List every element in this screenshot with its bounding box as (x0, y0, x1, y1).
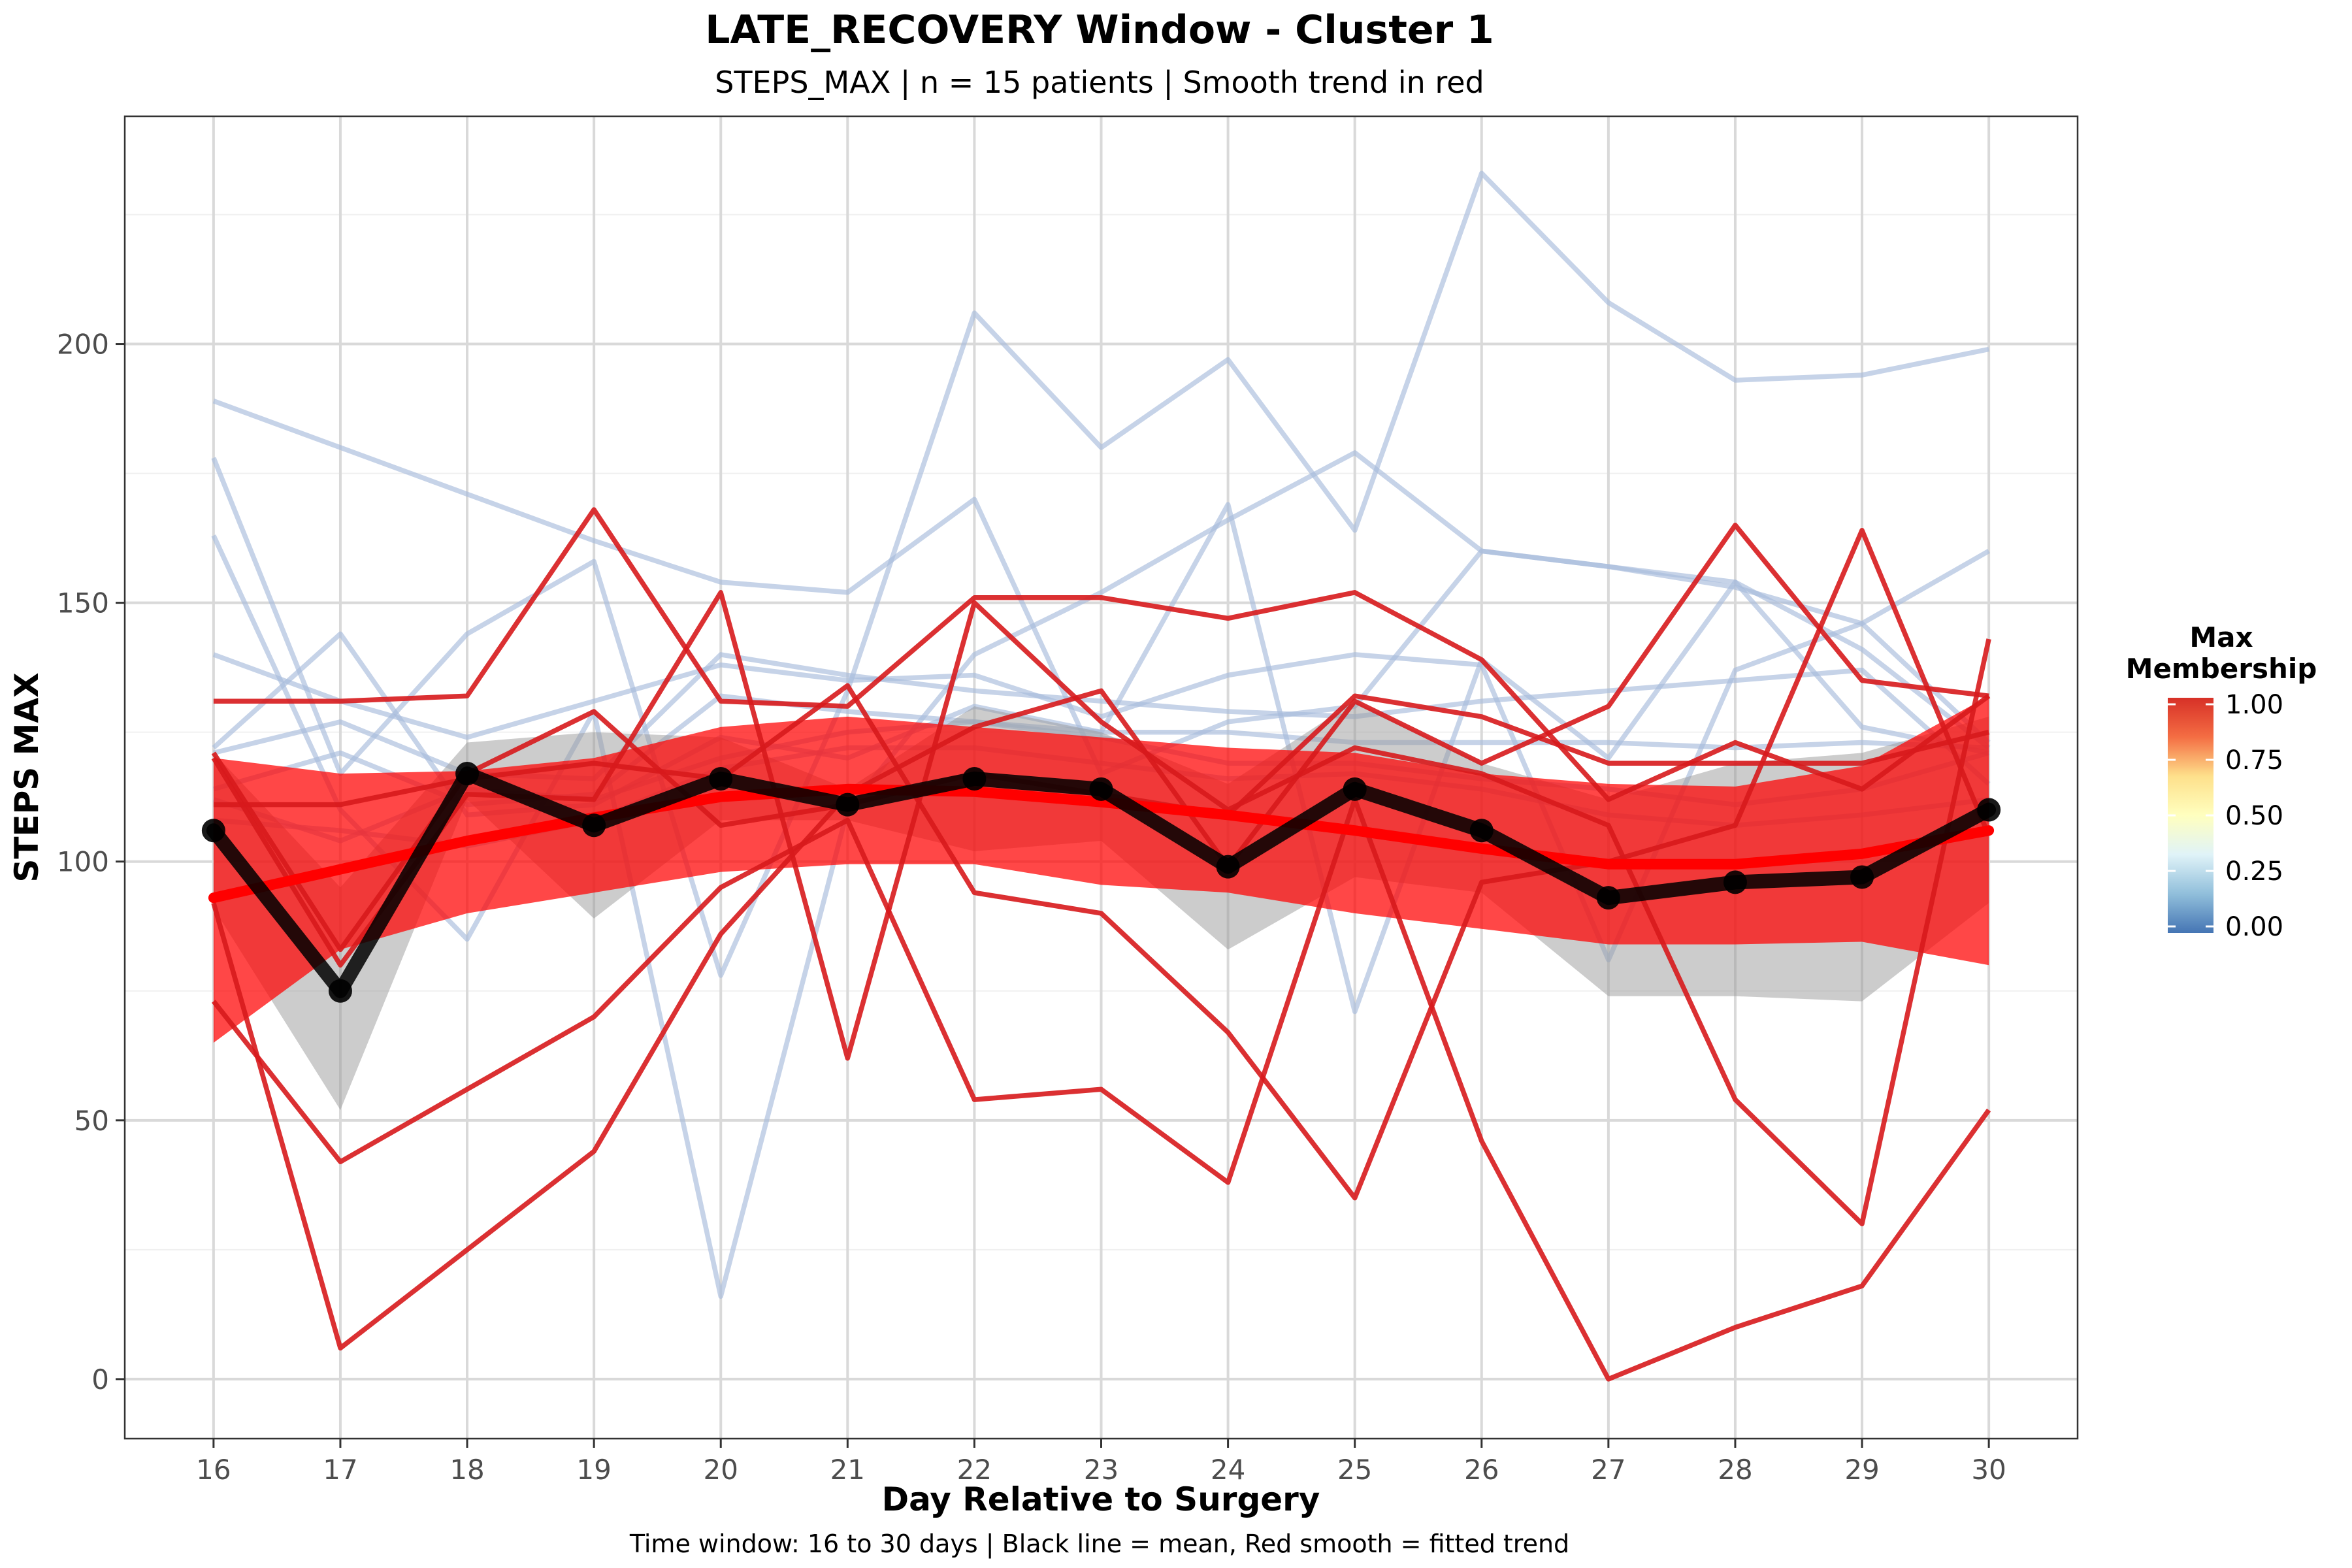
legend-ticks: 1.00 0.75 0.50 0.25 0.00 (2168, 690, 2283, 942)
legend-tick-label: 0.25 (2225, 857, 2283, 887)
chart-title: LATE_RECOVERY Window - Cluster 1 (705, 7, 1494, 53)
y-tick-label: 150 (57, 587, 109, 619)
smooth-line (208, 783, 1995, 904)
x-tick-label: 25 (1337, 1454, 1372, 1486)
x-tick-label: 26 (1464, 1454, 1499, 1486)
mean-trend (201, 762, 2001, 1003)
patient-line-4 (211, 796, 1991, 1382)
mean-point-day-30 (1977, 798, 2001, 822)
mean-point-day-23 (1089, 777, 1113, 801)
mean-point-day-20 (709, 766, 733, 791)
legend-tick-label: 0.50 (2225, 801, 2283, 831)
y-tick-label: 0 (91, 1364, 109, 1396)
legend-tick-label: 0.75 (2225, 745, 2283, 776)
patient-line-8 (211, 171, 1989, 978)
x-tick-label: 16 (196, 1454, 231, 1486)
mean-point-day-22 (962, 766, 987, 791)
legend-title: Max Membership (2126, 621, 2317, 685)
legend: Max Membership 1.00 0.75 0.50 0.25 0.00 (2126, 621, 2317, 942)
mean-point-day-18 (455, 762, 480, 786)
x-tick-label: 29 (1844, 1454, 1879, 1486)
patient-line-5 (211, 523, 1989, 1351)
mean-point-day-27 (1596, 886, 1620, 910)
x-tick-label: 17 (323, 1454, 357, 1486)
x-tick-label: 22 (957, 1454, 992, 1486)
mean-point-day-24 (1216, 855, 1240, 879)
smooth-trend (208, 783, 1995, 904)
mean-point-day-19 (582, 813, 606, 838)
mean-point-day-26 (1469, 819, 1494, 843)
mean-point-day-25 (1343, 777, 1367, 801)
smooth-band (213, 696, 1989, 1043)
mean-point-day-16 (201, 819, 225, 843)
chart-caption: Time window: 16 to 30 days | Black line … (629, 1529, 1569, 1559)
x-tick-label: 18 (449, 1454, 484, 1486)
mean-point-day-17 (328, 979, 352, 1003)
legend-tick-label: 1.00 (2225, 690, 2283, 720)
mean-point-day-28 (1723, 870, 1747, 894)
x-axis-title: Day Relative to Surgery (882, 1480, 1320, 1518)
mean-point-day-29 (1850, 865, 1874, 889)
x-axis: 16 17 18 19 20 21 22 23 24 25 26 27 28 29 30 (196, 1439, 2006, 1486)
x-tick-label: 19 (576, 1454, 611, 1486)
patient-line-10 (212, 621, 1991, 962)
y-axis-title: STEPS MAX (8, 672, 46, 882)
x-tick-label: 23 (1084, 1454, 1119, 1486)
y-axis: 0 50 100 150 200 (57, 329, 125, 1396)
x-tick-label: 28 (1718, 1454, 1752, 1486)
y-tick-label: 50 (74, 1105, 109, 1137)
y-tick-label: 100 (57, 846, 109, 878)
mean-point-day-21 (836, 792, 860, 817)
patient-line-2 (213, 527, 1991, 1201)
x-tick-label: 24 (1211, 1454, 1245, 1486)
x-tick-label: 20 (704, 1454, 738, 1486)
smooth-confidence-band (213, 696, 1989, 1043)
x-tick-label: 21 (830, 1454, 865, 1486)
y-tick-label: 200 (57, 329, 109, 361)
legend-tick-label: 0.00 (2225, 912, 2283, 942)
x-tick-label: 30 (1971, 1454, 2006, 1486)
x-tick-label: 27 (1591, 1454, 1625, 1486)
plot-panel (123, 115, 2079, 1440)
chart-subtitle: STEPS_MAX | n = 15 patients | Smooth tre… (715, 65, 1484, 101)
